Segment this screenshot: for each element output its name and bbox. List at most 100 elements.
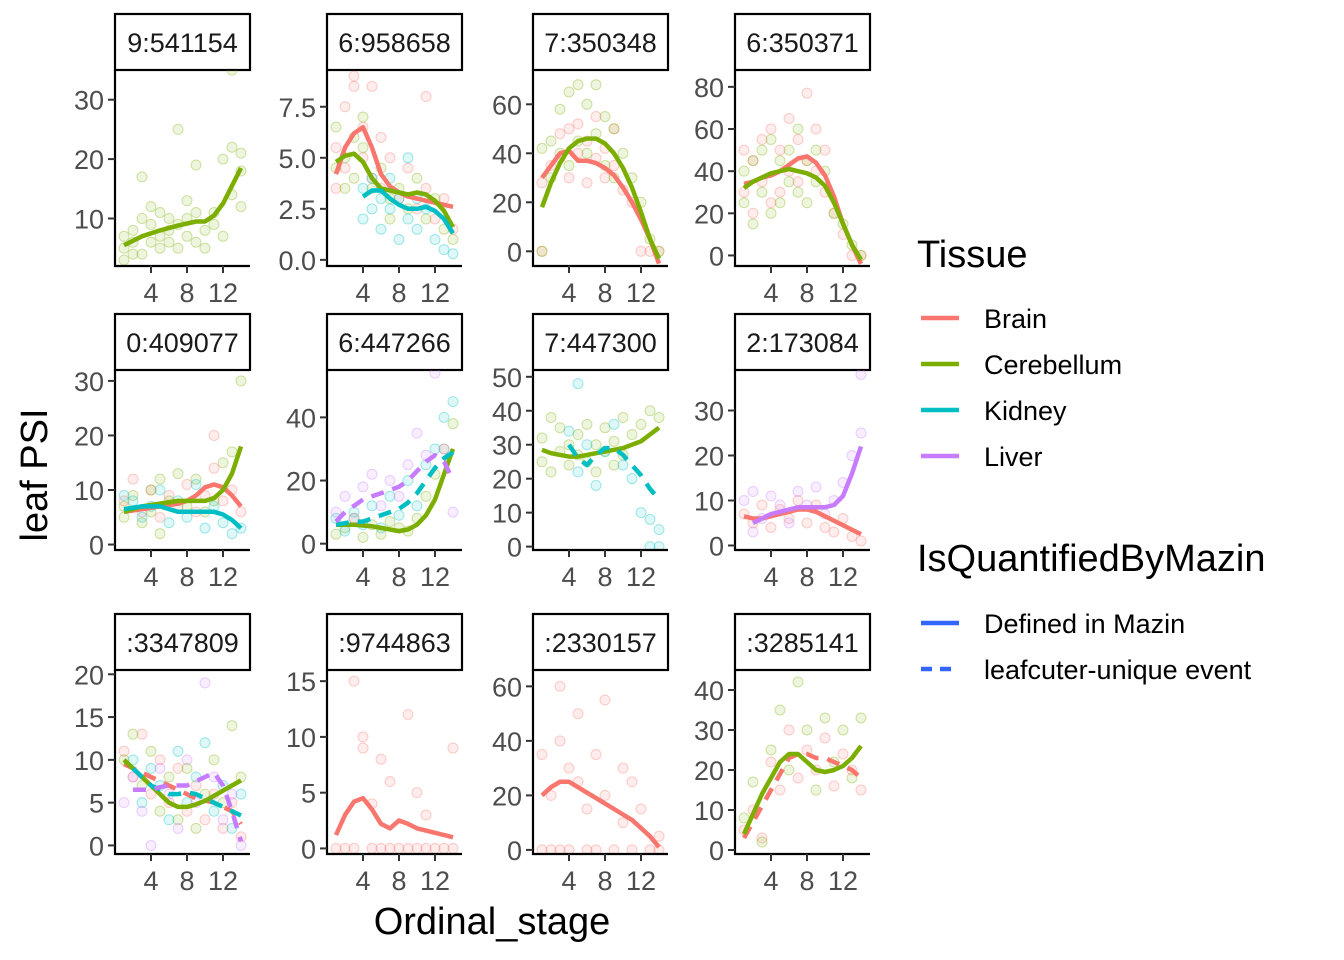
data-point-brain bbox=[563, 844, 575, 854]
data-point-cerebellum bbox=[783, 764, 795, 776]
x-tick-label: 8 bbox=[391, 562, 406, 592]
y-tick-label: 20 bbox=[74, 145, 104, 175]
facet-panel: 6:447266 0 20 40 4 8 12 bbox=[286, 312, 464, 592]
data-point-brain bbox=[536, 177, 548, 189]
legend-title: Tissue bbox=[917, 234, 1028, 276]
data-point-kidney bbox=[366, 203, 378, 215]
facet-panel: 7:447300 0 10 20 30 40 50 4 8 12 bbox=[492, 312, 670, 592]
data-point-liver bbox=[783, 517, 795, 529]
data-point-cerebellum bbox=[181, 230, 193, 242]
trend-line-liver bbox=[751, 445, 864, 526]
y-tick-label: 40 bbox=[286, 403, 316, 433]
data-point-brain bbox=[738, 186, 750, 198]
data-point-brain bbox=[217, 495, 229, 507]
data-point-cerebellum bbox=[765, 134, 777, 146]
x-tick-label: 12 bbox=[208, 278, 238, 308]
x-tick-label: 12 bbox=[828, 866, 858, 896]
data-point-cerebellum bbox=[554, 422, 566, 434]
data-point-cerebellum bbox=[217, 153, 229, 165]
data-point-brain bbox=[447, 842, 459, 854]
y-tick-label: 2.5 bbox=[278, 195, 316, 225]
data-point-kidney bbox=[163, 517, 175, 529]
y-tick-label: 15 bbox=[286, 667, 316, 697]
facet-strip bbox=[531, 612, 670, 672]
data-point-kidney bbox=[118, 489, 130, 501]
data-point-kidney bbox=[217, 517, 229, 529]
facet-strip-label: 6:447266 bbox=[338, 328, 451, 358]
data-point-cerebellum bbox=[154, 528, 166, 540]
data-point-cerebellum bbox=[774, 155, 786, 167]
data-point-cerebellum bbox=[118, 230, 130, 242]
data-point-brain bbox=[783, 724, 795, 736]
trend-line-brain bbox=[333, 795, 454, 840]
data-point-brain bbox=[563, 762, 575, 774]
data-point-brain bbox=[411, 787, 423, 799]
data-point-cerebellum bbox=[420, 213, 432, 225]
data-point-kidney bbox=[590, 479, 602, 491]
data-point-cerebellum bbox=[145, 218, 157, 230]
data-point-brain bbox=[545, 844, 557, 854]
data-point-kidney bbox=[411, 223, 423, 235]
data-point-brain bbox=[554, 735, 566, 747]
data-point-brain bbox=[420, 91, 432, 103]
legend-label: Cerebellum bbox=[984, 350, 1122, 380]
data-point-brain bbox=[837, 748, 849, 760]
data-point-kidney bbox=[375, 223, 387, 235]
facet-strip bbox=[531, 12, 670, 72]
data-point-kidney bbox=[199, 737, 211, 749]
data-point-cerebellum bbox=[136, 212, 148, 224]
data-point-cerebellum bbox=[756, 186, 768, 198]
data-point-brain bbox=[756, 832, 768, 844]
data-point-cerebellum bbox=[545, 412, 557, 424]
data-point-cerebellum bbox=[145, 484, 157, 496]
y-tick-label: 5.0 bbox=[278, 144, 316, 174]
data-point-brain bbox=[617, 762, 629, 774]
facet-strip-label: :3347809 bbox=[126, 628, 239, 658]
trend-line-liver bbox=[133, 770, 244, 842]
facet-strip bbox=[113, 12, 252, 72]
data-point-kidney bbox=[357, 182, 369, 194]
plot-area bbox=[738, 370, 867, 547]
data-point-cerebellum bbox=[572, 79, 584, 91]
y-tick-label: 0 bbox=[507, 533, 522, 563]
data-point-brain bbox=[756, 134, 768, 146]
data-point-brain bbox=[747, 207, 759, 219]
data-point-brain bbox=[208, 429, 220, 441]
data-point-cerebellum bbox=[810, 784, 822, 796]
data-point-liver bbox=[792, 486, 804, 497]
data-point-cerebellum bbox=[208, 754, 220, 766]
y-tick-label: 0 bbox=[507, 836, 522, 866]
data-point-brain bbox=[765, 197, 777, 209]
data-point-brain bbox=[330, 142, 342, 154]
data-point-brain bbox=[402, 162, 414, 174]
data-point-kidney bbox=[653, 541, 665, 550]
data-point-cerebellum bbox=[590, 79, 602, 91]
data-point-cerebellum bbox=[608, 123, 620, 135]
data-point-brain bbox=[375, 753, 387, 765]
facet-panel: :9744863 0 5 10 15 4 8 12 bbox=[286, 612, 464, 896]
plot-area bbox=[330, 370, 459, 543]
data-point-brain bbox=[384, 152, 396, 164]
x-tick-label: 12 bbox=[420, 866, 450, 896]
data-point-cerebellum bbox=[172, 123, 184, 135]
data-point-cerebellum bbox=[172, 242, 184, 254]
x-tick-label: 8 bbox=[597, 866, 612, 896]
data-point-cerebellum bbox=[447, 418, 459, 430]
data-point-cerebellum bbox=[226, 446, 238, 458]
x-tick-label: 4 bbox=[143, 278, 158, 308]
data-point-liver bbox=[855, 370, 867, 380]
data-point-brain bbox=[154, 754, 166, 766]
data-point-brain bbox=[190, 780, 202, 792]
x-tick-label: 8 bbox=[597, 562, 612, 592]
facet-strip bbox=[733, 312, 872, 372]
data-point-cerebellum bbox=[217, 230, 229, 242]
data-point-brain bbox=[828, 526, 840, 538]
data-point-brain bbox=[792, 176, 804, 188]
data-point-brain bbox=[572, 118, 584, 130]
y-tick-label: 20 bbox=[694, 442, 724, 472]
x-tick-label: 4 bbox=[763, 562, 778, 592]
x-tick-label: 12 bbox=[626, 278, 656, 308]
y-tick-label: 60 bbox=[694, 115, 724, 145]
data-point-brain bbox=[554, 680, 566, 692]
